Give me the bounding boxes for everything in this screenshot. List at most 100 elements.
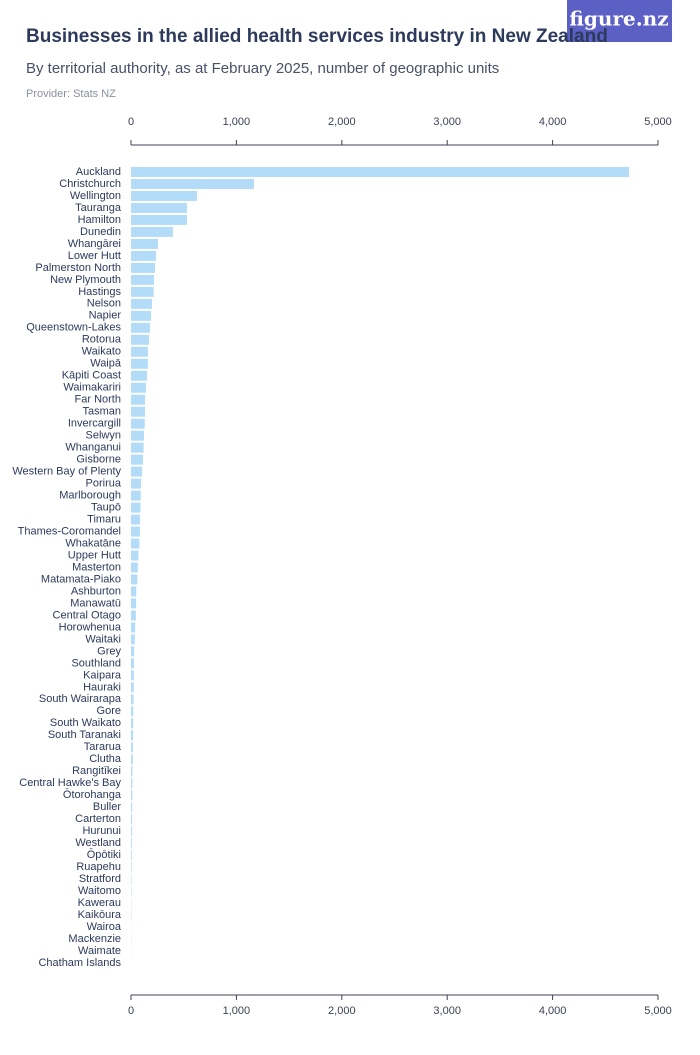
category-label: Kaipara [83,669,122,681]
category-label: Ruapehu [76,861,121,873]
category-label: Porirua [86,478,122,490]
bar [131,586,136,596]
category-label: Marlborough [59,489,121,501]
category-label: Tararua [84,741,122,753]
category-label: South Waikato [50,717,121,729]
category-label: Central Hawke's Bay [19,777,121,789]
bar [131,323,150,333]
category-label: Hastings [78,286,121,298]
category-label: Waikato [82,346,121,358]
category-label: Buller [93,801,121,813]
category-label: Southland [71,657,121,669]
category-label: Tauranga [75,202,122,214]
bar [131,455,143,465]
bar [131,239,158,249]
bar [131,191,197,201]
bar [131,359,148,369]
category-label: Upper Hutt [68,549,121,561]
category-label: Auckland [76,166,121,178]
bar [131,431,144,441]
category-label: Ōtorohanga [63,789,122,801]
bar [131,503,140,513]
bar [131,407,145,417]
bar [131,227,173,237]
category-label: South Wairarapa [39,693,122,705]
category-label: Wairoa [87,921,122,933]
category-label: Kaikōura [78,909,122,921]
category-label: Central Otago [53,609,121,621]
bar [131,682,134,692]
category-label: Horowhenua [59,621,122,633]
category-label: Ōpōtiki [87,849,121,861]
bar [131,167,629,177]
category-label: Stratford [79,873,121,885]
bar [131,718,133,728]
category-label: Thames-Coromandel [18,525,121,537]
bar [131,754,133,764]
category-label: Rangitīkei [72,765,121,777]
bar [131,646,134,656]
category-label: Kāpiti Coast [62,370,121,382]
category-label: Nelson [87,298,121,310]
x-tick-label: 0 [128,1005,134,1017]
x-tick-label: 4,000 [539,116,567,128]
bar [131,419,145,429]
bar [131,622,135,632]
bar [131,479,141,489]
bar [131,874,132,884]
category-label: Waipā [90,358,122,370]
category-label: Kawerau [78,897,121,909]
bar [131,610,136,620]
bar [131,467,142,477]
bar [131,539,139,549]
bar [131,850,132,860]
bar [131,551,138,561]
category-label: Lower Hutt [68,250,121,262]
category-label: Waitaki [85,633,121,645]
bar [131,263,155,273]
category-label: Westland [75,837,121,849]
category-label: Hauraki [83,681,121,693]
bar [131,838,132,848]
bar [131,598,136,608]
category-label: Gore [97,705,121,717]
category-label: Gisborne [76,454,121,466]
category-label: Timaru [87,513,121,525]
bar [131,443,144,453]
category-label: Napier [89,310,122,322]
x-tick-label: 2,000 [328,116,356,128]
bar [131,670,134,680]
category-label: Carterton [75,813,121,825]
bar [131,814,132,824]
x-tick-label: 5,000 [644,116,672,128]
bar [131,574,137,584]
category-label: Masterton [72,561,121,573]
x-tick-label: 2,000 [328,1005,356,1017]
chart-title: Businesses in the allied health services… [26,26,608,47]
x-tick-label: 3,000 [433,1005,461,1017]
x-tick-label: 5,000 [644,1005,672,1017]
x-tick-label: 0 [128,116,134,128]
bar [131,179,254,189]
category-label: New Plymouth [50,274,121,286]
category-label: Grey [97,645,121,657]
category-label: Chatham Islands [38,957,121,969]
x-tick-label: 3,000 [433,116,461,128]
category-label: Hurunui [82,825,121,837]
bar [131,371,147,381]
category-label: Manawatū [70,597,121,609]
bar [131,287,154,297]
category-label: Whanganui [65,442,121,454]
category-label: Christchurch [59,178,121,190]
provider: Provider: Stats NZ [26,88,116,100]
bar [131,730,133,740]
category-label: Waimate [78,945,121,957]
category-label: Waitomo [78,885,121,897]
category-label: Matamata-Piako [41,573,121,585]
bar [131,634,135,644]
bar [131,706,133,716]
category-label: Hamilton [78,214,121,226]
category-label: Mackenzie [68,933,121,945]
bar [131,491,141,501]
